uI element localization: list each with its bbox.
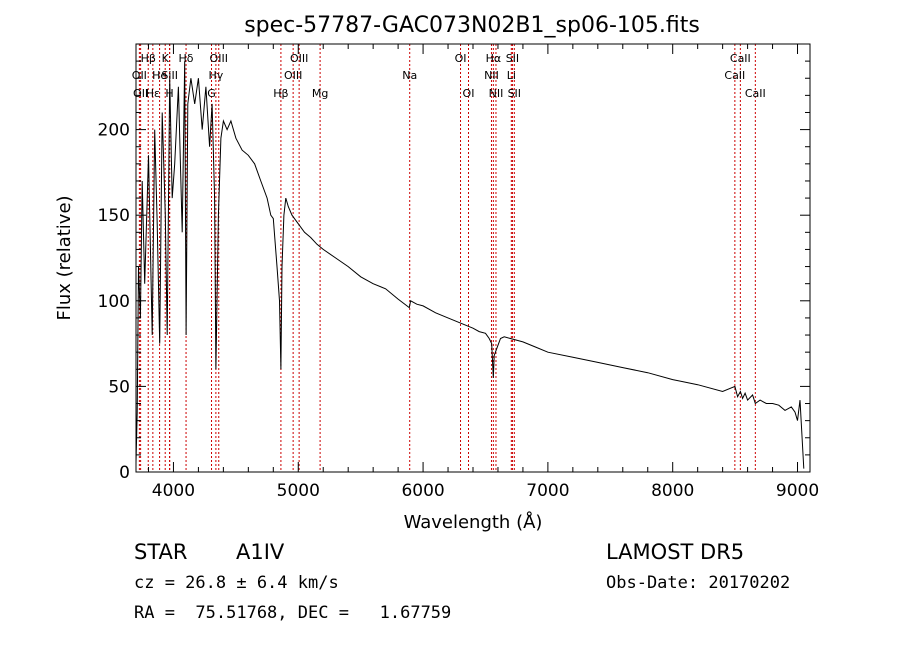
x-tick-label-9000: 9000: [776, 481, 819, 501]
spectral-line-markers: [138, 44, 756, 472]
marker-label-21: G: [207, 87, 216, 100]
survey-name: LAMOST DR5: [606, 540, 745, 564]
marker-label-7: SII: [506, 52, 519, 65]
marker-label-10: He: [152, 69, 167, 82]
x-tick-label-5000: 5000: [277, 481, 320, 501]
axes: 4000 5000 6000 7000 8000 9000 0 50 100 150 200: [98, 44, 819, 501]
marker-label-18: OII: [133, 87, 148, 100]
marker-label-17: CaII: [724, 69, 745, 82]
marker-label-4: OIII: [290, 52, 308, 65]
marker-label-5: OI: [455, 52, 467, 65]
marker-label-11: SiII: [161, 69, 178, 82]
x-tick-label-4000: 4000: [152, 481, 195, 501]
x-tick-label-6000: 6000: [401, 481, 444, 501]
marker-label-8: CaII: [730, 52, 751, 65]
marker-label-22: Hβ: [273, 87, 288, 100]
y-tick-label-150: 150: [98, 206, 130, 226]
spectrum-line: [135, 61, 805, 469]
y-tick-label-50: 50: [108, 377, 130, 397]
plot-frame: [135, 43, 811, 473]
marker-label-15: NII: [484, 69, 499, 82]
marker-label-12: Hγ: [208, 69, 223, 82]
x-axis-label: Wavelength (Å): [404, 511, 543, 533]
object-type: STAR: [134, 540, 188, 564]
marker-label-6: Hα: [486, 52, 502, 65]
observation-date: Obs-Date: 20170202: [606, 573, 791, 593]
chart-title: spec-57787-GAC073N02B1_sp06-105.fits: [244, 13, 700, 38]
marker-label-9: OII: [132, 69, 147, 82]
marker-label-26: SII: [508, 87, 521, 100]
marker-label-25: NII: [489, 87, 504, 100]
marker-label-2: Hδ: [179, 52, 194, 65]
marker-label-3: OIII: [210, 52, 228, 65]
redshift-value: cz = 26.8 ± 6.4 km/s: [134, 573, 339, 593]
sky-coordinates: RA = 75.51768, DEC = 1.67759: [134, 603, 452, 623]
marker-label-16: Li: [507, 69, 516, 82]
marker-label-1: K: [162, 52, 170, 65]
marker-label-0: Hβ: [141, 52, 156, 65]
marker-label-13: OIII: [284, 69, 302, 82]
y-axis-label: Flux (relative): [54, 195, 75, 320]
y-tick-label-200: 200: [98, 121, 130, 141]
y-tick-label-0: 0: [119, 463, 130, 483]
marker-label-27: CaII: [745, 87, 766, 100]
marker-label-23: Mg: [312, 87, 328, 100]
x-tick-label-7000: 7000: [526, 481, 569, 501]
spectral-class: A1IV: [236, 540, 285, 564]
marker-label-19: Hε: [146, 87, 160, 100]
marker-label-24: OI: [463, 87, 475, 100]
x-tick-label-8000: 8000: [651, 481, 694, 501]
y-tick-label-100: 100: [98, 292, 130, 312]
marker-label-14: Na: [402, 69, 417, 82]
